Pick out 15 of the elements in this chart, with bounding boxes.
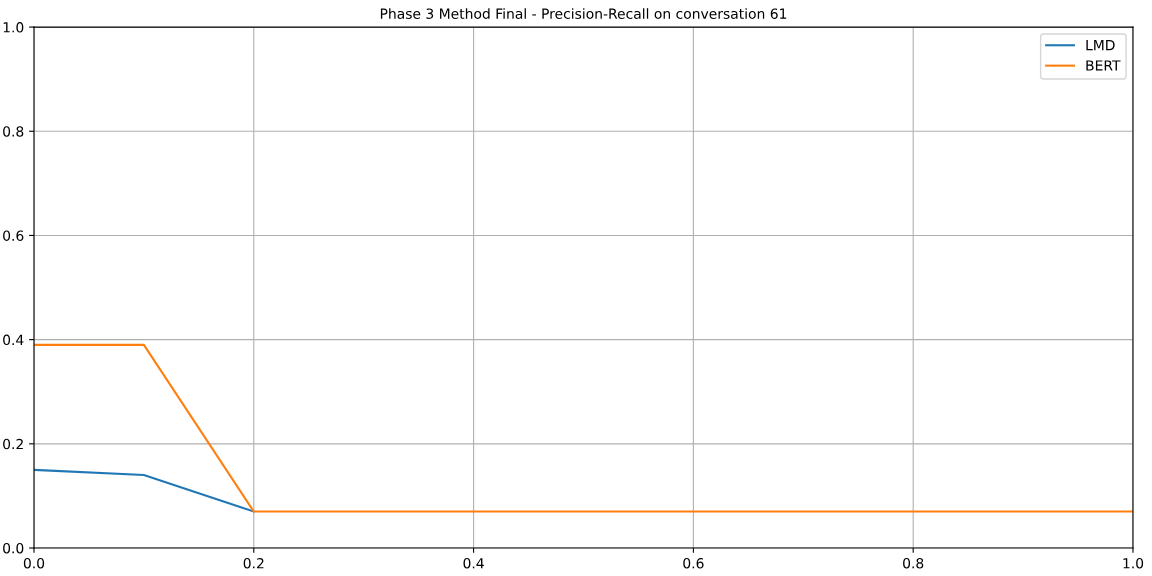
y-tick-label: 0.6 [3, 230, 24, 241]
x-tick-label: 0.2 [243, 557, 264, 569]
legend-label: BERT [1086, 60, 1121, 71]
y-tick-label: 0.4 [3, 334, 24, 346]
x-tick-label: 0.8 [903, 557, 924, 569]
x-tick-label: 0.4 [463, 557, 484, 569]
y-tick-label: 0.8 [3, 126, 24, 137]
x-tick-label: 0.0 [23, 557, 45, 569]
y-tick-label: 1.0 [3, 22, 24, 33]
chart-title: Phase 3 Method Final - Precision-Recall on conversation 61 [380, 8, 787, 19]
y-tick-label: 0.2 [3, 438, 23, 450]
legend-label: LMD [1086, 40, 1115, 51]
x-tick-label: 0.6 [683, 557, 704, 569]
x-tick-label: 1.0 [1123, 557, 1144, 569]
y-tick-label: 0.0 [3, 542, 24, 554]
